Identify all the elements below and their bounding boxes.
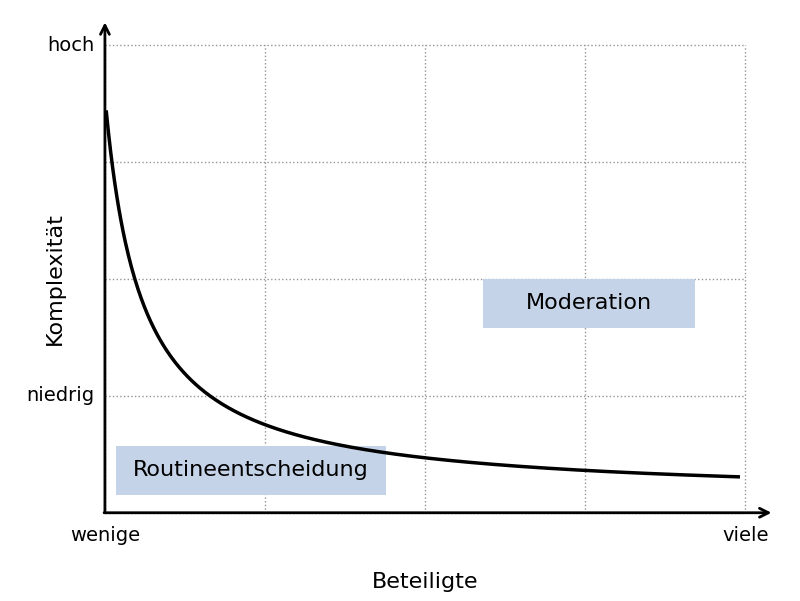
Text: hoch: hoch (47, 36, 94, 55)
Text: niedrig: niedrig (26, 386, 94, 406)
Text: Moderation: Moderation (526, 293, 652, 313)
Text: Beteiligte: Beteiligte (372, 572, 478, 592)
FancyBboxPatch shape (116, 446, 386, 495)
Text: Komplexität: Komplexität (45, 213, 65, 346)
Text: viele: viele (722, 526, 769, 545)
Text: wenige: wenige (70, 526, 140, 545)
Text: Routineentscheidung: Routineentscheidung (133, 460, 369, 480)
FancyBboxPatch shape (482, 279, 695, 328)
